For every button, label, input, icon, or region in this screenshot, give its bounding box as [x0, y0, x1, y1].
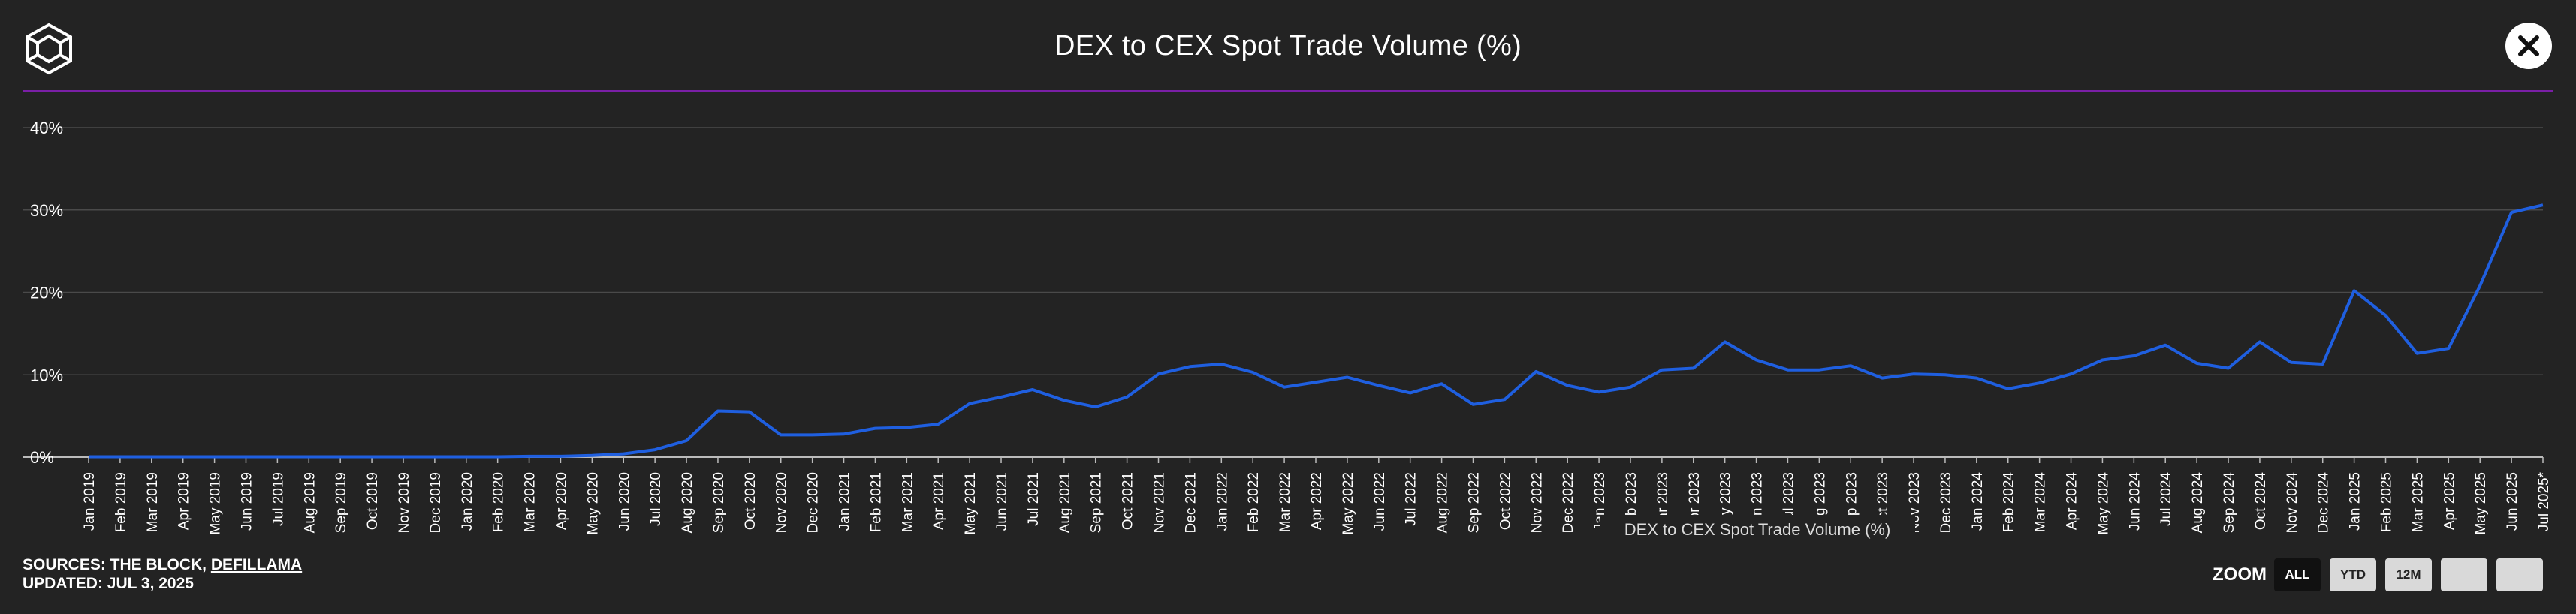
x-tick-label: Feb 2024: [2001, 472, 2017, 533]
x-tick-label: Sep 2021: [1089, 472, 1105, 533]
x-tick-label: Mar 2021: [900, 472, 915, 532]
x-tick-label: May 2024: [2095, 472, 2111, 535]
x-tick-label: Jun 2022: [1372, 472, 1388, 531]
x-tick-label: May 2021: [963, 472, 979, 534]
x-tick-label: May 2019: [208, 472, 224, 534]
x-tick-label: Mar 2022: [1277, 472, 1293, 532]
x-tick-label: Mar 2024: [2033, 472, 2049, 533]
sources-text: SOURCES: THE BLOCK,: [23, 556, 211, 573]
x-tick-label: May 2020: [585, 472, 601, 534]
zoom-button-4[interactable]: [2441, 558, 2487, 591]
x-tick-label: May 2022: [1341, 472, 1356, 534]
sources-block: SOURCES: THE BLOCK, DEFILLAMA UPDATED: J…: [23, 555, 302, 593]
x-tick-label: Feb 2020: [491, 472, 507, 532]
x-tick-label: Feb 2025: [2379, 472, 2395, 532]
x-tick-label: Jan 2024: [1970, 472, 1986, 531]
y-tick-label: 20%: [30, 284, 63, 302]
y-tick-label: 0%: [30, 448, 54, 467]
x-tick-label: Nov 2024: [2285, 472, 2300, 534]
x-tick-label: Apr 2021: [931, 472, 947, 530]
x-tick-label: Feb 2022: [1246, 472, 1262, 532]
x-tick-label: Dec 2021: [1183, 472, 1199, 533]
y-tick-label: 40%: [30, 119, 63, 137]
chart-title: DEX to CEX Spot Trade Volume (%): [1054, 30, 1522, 62]
x-tick-label: Jan 2025: [2348, 472, 2363, 531]
series-line: [89, 203, 2544, 459]
x-tick-label: Dec 2024: [2316, 472, 2332, 534]
x-tick-label: Dec 2019: [428, 472, 444, 533]
x-tick-label: Jan 2021: [837, 472, 853, 531]
x-tick-label: Mar 2020: [523, 472, 538, 532]
x-tick-label: Jul 2023: [1781, 472, 1796, 526]
x-tick-label: Jun 2025: [2505, 472, 2520, 531]
series-tooltip: DEX to CEX Spot Trade Volume (%): [1600, 515, 1915, 545]
x-tick-label: Jun 2024: [2127, 472, 2143, 531]
x-tick-label: Sep 2024: [2222, 472, 2237, 534]
x-tick-label: Jul 2021: [1026, 472, 1042, 526]
x-tick-label: Oct 2022: [1498, 472, 1513, 530]
x-tick-label: Oct 2021: [1121, 472, 1136, 530]
x-tick-label: Dec 2023: [1938, 472, 1954, 533]
x-tick-label: Feb 2021: [868, 472, 884, 532]
x-tick-label: Sep 2019: [333, 472, 349, 533]
zoom-ytd-button[interactable]: YTD: [2330, 558, 2376, 591]
x-tick-label: May 2025: [2473, 472, 2489, 534]
x-tick-label: Mar 2025: [2410, 472, 2426, 532]
defillama-link[interactable]: DEFILLAMA: [210, 556, 303, 573]
x-tick-label: Apr 2020: [554, 472, 569, 530]
x-tick-label: Jan 2019: [82, 472, 98, 531]
x-tick-label: Dec 2020: [806, 472, 822, 533]
x-tick-label: Oct 2024: [2253, 472, 2269, 531]
x-tick-label: Jul 2019: [270, 472, 286, 526]
close-button[interactable]: [2505, 23, 2552, 69]
x-tick-label: Jul 2022: [1404, 472, 1419, 526]
x-tick-label: Apr 2025: [2442, 472, 2457, 530]
x-tick-label: Dec 2022: [1561, 472, 1576, 533]
x-tick-label: Jun 2019: [239, 472, 255, 531]
x-tick-label: Oct 2019: [365, 472, 381, 530]
x-tick-label: Apr 2024: [2065, 472, 2080, 531]
title-divider: [23, 90, 2553, 92]
x-tick-label: Aug 2019: [302, 472, 318, 533]
x-tick-label: Jul 2020: [648, 472, 664, 526]
x-tick-label: Aug 2021: [1057, 472, 1073, 533]
x-tick-label: Nov 2020: [774, 472, 790, 533]
x-tick-label: Sep 2020: [711, 472, 727, 533]
x-tick-label: Aug 2024: [2190, 472, 2206, 534]
x-tick-label: Jan 2020: [460, 472, 475, 531]
close-icon[interactable]: [2505, 23, 2552, 69]
x-tick-label: Jun 2021: [994, 472, 1010, 531]
zoom-button-5[interactable]: [2496, 558, 2543, 591]
x-tick-label: Feb 2019: [113, 472, 129, 532]
x-tick-label: Nov 2021: [1152, 472, 1168, 533]
zoom-all-button[interactable]: ALL: [2274, 558, 2321, 591]
x-tick-label: Oct 2020: [743, 472, 759, 530]
x-tick-label: Mar 2019: [145, 472, 161, 532]
y-tick-label: 30%: [30, 201, 63, 220]
x-tick-label: Jul 2024: [2158, 472, 2174, 526]
x-tick-label: Aug 2022: [1435, 472, 1451, 533]
x-tick-label: Jan 2022: [1214, 472, 1230, 531]
zoom-label: ZOOM: [2213, 564, 2267, 585]
the-block-logo-icon: [23, 23, 75, 75]
updated-text: UPDATED: JUL 3, 2025: [23, 575, 194, 592]
x-tick-label: Jul 2025*: [2536, 471, 2552, 531]
x-tick-label: Apr 2022: [1309, 472, 1325, 530]
zoom-12m-button[interactable]: 12M: [2385, 558, 2432, 591]
y-tick-label: 10%: [30, 366, 63, 384]
x-tick-label: Aug 2020: [680, 472, 695, 533]
x-tick-label: Sep 2022: [1466, 472, 1482, 533]
x-tick-label: Nov 2019: [397, 472, 412, 533]
x-tick-label: Apr 2019: [176, 472, 192, 530]
x-tick-label: Jun 2020: [617, 472, 632, 531]
x-tick-label: Nov 2022: [1529, 472, 1545, 533]
